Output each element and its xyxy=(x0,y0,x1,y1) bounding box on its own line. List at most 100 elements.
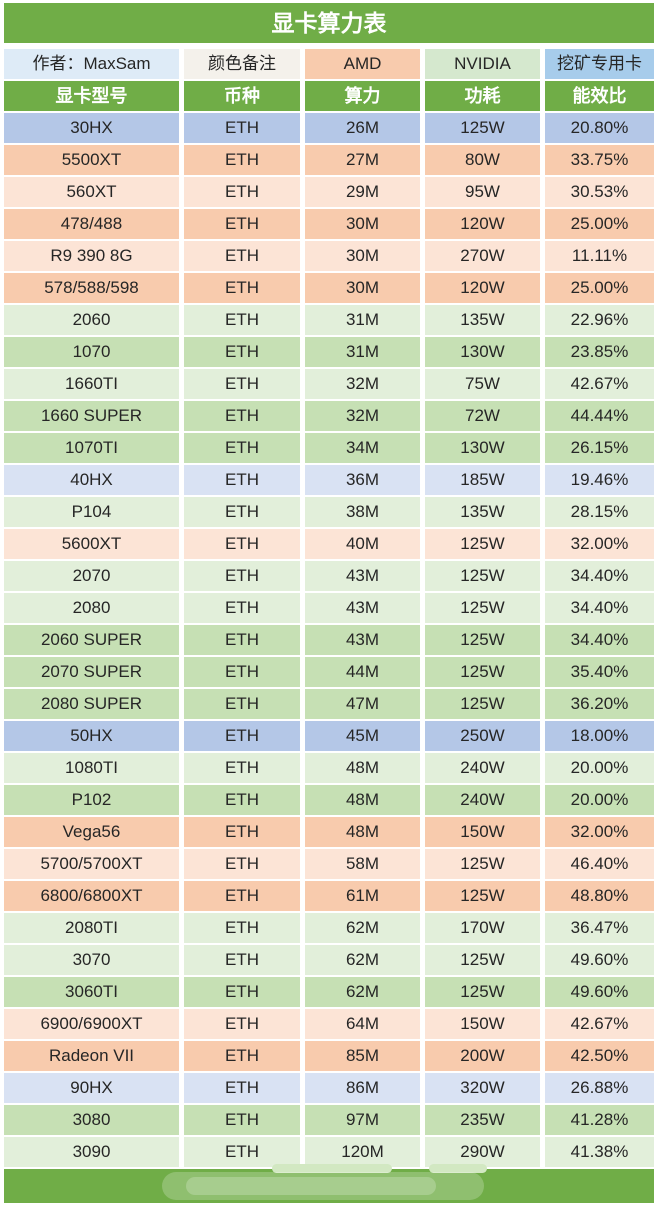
cell-model: Vega56 xyxy=(4,817,179,847)
table-row: 2060 SUPER ETH 43M 125W 34.40% xyxy=(4,625,654,655)
column-header-model: 显卡型号 xyxy=(4,81,179,111)
cell-hashrate: 36M xyxy=(305,465,420,495)
cell-hashrate: 32M xyxy=(305,401,420,431)
cell-efficiency: 20.00% xyxy=(545,785,654,815)
cell-hashrate: 62M xyxy=(305,945,420,975)
cell-power: 125W xyxy=(425,977,540,1007)
cell-hashrate: 97M xyxy=(305,1105,420,1135)
cell-hashrate: 38M xyxy=(305,497,420,527)
cell-power: 125W xyxy=(425,625,540,655)
table-row: 560XT ETH 29M 95W 30.53% xyxy=(4,177,654,207)
cell-efficiency: 42.67% xyxy=(545,1009,654,1039)
table-row: 2070 SUPER ETH 44M 125W 35.40% xyxy=(4,657,654,687)
cell-model: 2080TI xyxy=(4,913,179,943)
cell-coin: ETH xyxy=(184,465,300,495)
cell-hashrate: 31M xyxy=(305,305,420,335)
cell-efficiency: 49.60% xyxy=(545,945,654,975)
cell-hashrate: 64M xyxy=(305,1009,420,1039)
cell-efficiency: 30.53% xyxy=(545,177,654,207)
table-row: 5700/5700XT ETH 58M 125W 46.40% xyxy=(4,849,654,879)
cell-power: 125W xyxy=(425,561,540,591)
cell-coin: ETH xyxy=(184,625,300,655)
cell-coin: ETH xyxy=(184,1041,300,1071)
cell-efficiency: 22.96% xyxy=(545,305,654,335)
cell-hashrate: 62M xyxy=(305,913,420,943)
cell-model: 2080 SUPER xyxy=(4,689,179,719)
legend-amd: AMD xyxy=(305,49,420,79)
cell-coin: ETH xyxy=(184,817,300,847)
cell-model: 5500XT xyxy=(4,145,179,175)
cell-efficiency: 18.00% xyxy=(545,721,654,751)
cell-hashrate: 26M xyxy=(305,113,420,143)
cell-efficiency: 34.40% xyxy=(545,561,654,591)
cell-model: 478/488 xyxy=(4,209,179,239)
cell-coin: ETH xyxy=(184,1073,300,1103)
table-row: 3080 ETH 97M 235W 41.28% xyxy=(4,1105,654,1135)
cell-hashrate: 43M xyxy=(305,625,420,655)
cell-model: 560XT xyxy=(4,177,179,207)
cell-efficiency: 42.50% xyxy=(545,1041,654,1071)
legend-row: 作者：MaxSam 颜色备注 AMD NVIDIA 挖矿专用卡 xyxy=(4,49,654,79)
cell-model: 1660 SUPER xyxy=(4,401,179,431)
legend-nvidia: NVIDIA xyxy=(425,49,540,79)
cell-coin: ETH xyxy=(184,849,300,879)
cell-model: P102 xyxy=(4,785,179,815)
table-row: 478/488 ETH 30M 120W 25.00% xyxy=(4,209,654,239)
color-note-label: 颜色备注 xyxy=(184,49,300,79)
cell-model: 6900/6900XT xyxy=(4,1009,179,1039)
column-header-efficiency: 能效比 xyxy=(545,81,654,111)
cell-hashrate: 29M xyxy=(305,177,420,207)
cell-power: 130W xyxy=(425,337,540,367)
cell-model: 3080 xyxy=(4,1105,179,1135)
table-row: R9 390 8G ETH 30M 270W 11.11% xyxy=(4,241,654,271)
table-row: 1080TI ETH 48M 240W 20.00% xyxy=(4,753,654,783)
cell-efficiency: 20.00% xyxy=(545,753,654,783)
cell-coin: ETH xyxy=(184,1137,300,1167)
cell-efficiency: 34.40% xyxy=(545,625,654,655)
cell-model: 3070 xyxy=(4,945,179,975)
cell-hashrate: 44M xyxy=(305,657,420,687)
cell-power: 170W xyxy=(425,913,540,943)
table-row: 6900/6900XT ETH 64M 150W 42.67% xyxy=(4,1009,654,1039)
cell-efficiency: 32.00% xyxy=(545,817,654,847)
cell-coin: ETH xyxy=(184,1009,300,1039)
cell-model: Radeon VII xyxy=(4,1041,179,1071)
cell-power: 290W xyxy=(425,1137,540,1167)
cell-hashrate: 47M xyxy=(305,689,420,719)
cell-power: 200W xyxy=(425,1041,540,1071)
cell-power: 250W xyxy=(425,721,540,751)
cell-coin: ETH xyxy=(184,721,300,751)
cell-model: 2060 xyxy=(4,305,179,335)
cell-power: 135W xyxy=(425,497,540,527)
cell-hashrate: 48M xyxy=(305,753,420,783)
cell-hashrate: 58M xyxy=(305,849,420,879)
table-row: 5600XT ETH 40M 125W 32.00% xyxy=(4,529,654,559)
cell-power: 150W xyxy=(425,1009,540,1039)
watermark-smudge xyxy=(272,1164,392,1173)
cell-power: 75W xyxy=(425,369,540,399)
cell-efficiency: 46.40% xyxy=(545,849,654,879)
cell-coin: ETH xyxy=(184,561,300,591)
cell-power: 125W xyxy=(425,881,540,911)
cell-coin: ETH xyxy=(184,753,300,783)
cell-power: 125W xyxy=(425,849,540,879)
cell-power: 95W xyxy=(425,177,540,207)
cell-model: 2080 xyxy=(4,593,179,623)
cell-power: 135W xyxy=(425,305,540,335)
cell-hashrate: 32M xyxy=(305,369,420,399)
page-title: 显卡算力表 xyxy=(4,3,654,43)
cell-hashrate: 120M xyxy=(305,1137,420,1167)
cell-power: 125W xyxy=(425,945,540,975)
legend-mining-card: 挖矿专用卡 xyxy=(545,49,654,79)
cell-power: 72W xyxy=(425,401,540,431)
cell-hashrate: 30M xyxy=(305,241,420,271)
cell-coin: ETH xyxy=(184,881,300,911)
cell-efficiency: 25.00% xyxy=(545,209,654,239)
watermark-smudge xyxy=(162,1172,484,1200)
table-row: Radeon VII ETH 85M 200W 42.50% xyxy=(4,1041,654,1071)
cell-efficiency: 44.44% xyxy=(545,401,654,431)
cell-hashrate: 43M xyxy=(305,593,420,623)
cell-hashrate: 45M xyxy=(305,721,420,751)
table-row: 90HX ETH 86M 320W 26.88% xyxy=(4,1073,654,1103)
cell-efficiency: 42.67% xyxy=(545,369,654,399)
